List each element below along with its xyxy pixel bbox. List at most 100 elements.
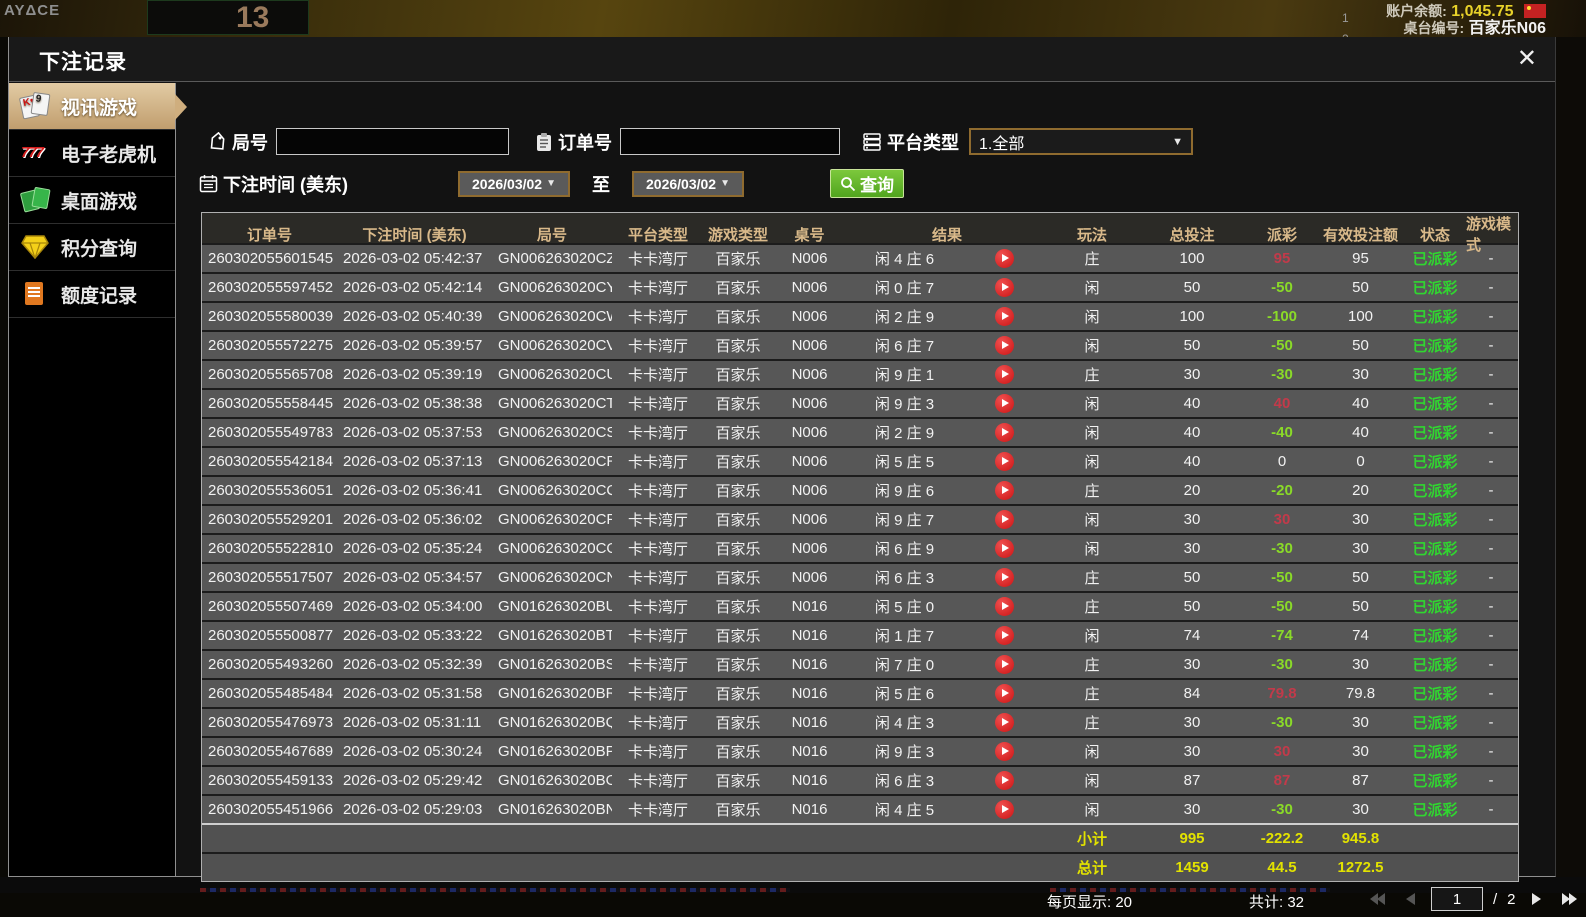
table-body: 260302055601545 2026-03-02 05:42:37 GN00… <box>202 243 1518 823</box>
play-video-icon[interactable] <box>995 655 1014 674</box>
play-video-icon[interactable] <box>995 713 1014 732</box>
play-video-icon[interactable] <box>995 539 1014 558</box>
play-video-icon[interactable] <box>995 742 1014 761</box>
sidebar-item-slots[interactable]: 777 电子老虎机 <box>9 130 175 177</box>
cell-status: 已派彩 <box>1412 309 1458 326</box>
cell-bet-type: 庄 <box>1084 715 1100 732</box>
sidebar-item-table-games[interactable]: 桌面游戏 <box>9 177 175 224</box>
cell-game-mode: - <box>1488 366 1494 383</box>
date-to-picker[interactable]: 2026/03/02 ▼ <box>632 170 744 197</box>
next-page-icon[interactable] <box>1526 888 1548 910</box>
play-video-icon[interactable] <box>995 626 1014 645</box>
play-video-icon[interactable] <box>995 800 1014 819</box>
cell-order-number: 260302055536051 <box>208 482 334 499</box>
cell-total-bet: 30 <box>1183 540 1201 557</box>
play-video-icon[interactable] <box>995 568 1014 587</box>
date-from-picker[interactable]: 2026/03/02 ▼ <box>458 170 570 197</box>
cell-status: 已派彩 <box>1412 570 1458 587</box>
total-total-bet: 1459 <box>1175 859 1209 876</box>
total-row: 总计 1459 44.5 1272.5 <box>202 852 1518 881</box>
cell-table-number: N016 <box>791 801 828 818</box>
order-number-input[interactable] <box>620 128 840 155</box>
cell-valid-bet: 50 <box>1352 279 1369 296</box>
play-video-icon[interactable] <box>995 771 1014 790</box>
table-row: 260302055529201 2026-03-02 05:36:02 GN00… <box>202 504 1518 533</box>
table-row: 260302055459133 2026-03-02 05:29:42 GN01… <box>202 765 1518 794</box>
cell-game-mode: - <box>1488 598 1494 615</box>
cell-payout: -30 <box>1271 714 1293 731</box>
cell-game-mode: - <box>1488 540 1494 557</box>
cell-bet-time: 2026-03-02 05:33:22 <box>343 627 483 644</box>
table-number-value: 百家乐N06 <box>1468 20 1546 37</box>
cell-order-number: 260302055522810 <box>208 540 334 557</box>
cell-payout: 79.8 <box>1267 685 1297 702</box>
current-page-input[interactable]: 1 <box>1431 887 1483 911</box>
play-video-icon[interactable] <box>995 365 1014 384</box>
cell-result: 闲 9 庄 3 <box>874 744 935 761</box>
cell-round-number: GN006263020CP <box>498 511 612 528</box>
sidebar-item-credit-records[interactable]: 额度记录 <box>9 271 175 318</box>
sidebar-item-label: 额度记录 <box>61 285 138 307</box>
previous-page-icon[interactable] <box>1399 888 1421 910</box>
play-video-icon[interactable] <box>995 394 1014 413</box>
cell-bet-type: 闲 <box>1084 773 1100 790</box>
sidebar-item-video-games[interactable]: K♥ 9 视讯游戏 <box>9 83 187 130</box>
query-button[interactable]: 查询 <box>830 169 904 198</box>
cell-bet-time: 2026-03-02 05:42:37 <box>343 250 483 267</box>
subtotal-payout: -222.2 <box>1260 830 1304 847</box>
cell-order-number: 260302055597452 <box>208 279 334 296</box>
cell-result: 闲 7 庄 0 <box>874 657 935 674</box>
play-video-icon[interactable] <box>995 336 1014 355</box>
cell-status: 已派彩 <box>1412 773 1458 790</box>
cell-replay <box>962 738 1047 765</box>
play-video-icon[interactable] <box>995 307 1014 326</box>
cell-status: 已派彩 <box>1412 599 1458 616</box>
cell-valid-bet: 30 <box>1352 714 1369 731</box>
platform-type-value: 1.全部 <box>979 135 1025 153</box>
cell-result: 闲 2 庄 9 <box>874 309 935 326</box>
last-page-icon[interactable] <box>1558 888 1580 910</box>
cell-bet-type: 闲 <box>1084 309 1100 326</box>
close-icon[interactable]: ✕ <box>1516 45 1537 72</box>
platform-type-select[interactable]: 1.全部 ▼ <box>969 128 1193 155</box>
col-header-total-bet: 总投注 <box>1169 226 1215 244</box>
col-header-game-mode: 游戏模式 <box>1466 216 1512 254</box>
filter-row-2: 下注时间 (美东) 2026/03/02 ▼ 至 2026/03/02 ▼ 查询 <box>199 169 904 198</box>
play-video-icon[interactable] <box>995 684 1014 703</box>
play-video-icon[interactable] <box>995 278 1014 297</box>
cell-bet-type: 闲 <box>1084 338 1100 355</box>
cell-bet-type: 庄 <box>1084 483 1100 500</box>
cell-result: 闲 9 庄 3 <box>874 396 935 413</box>
cell-valid-bet: 20 <box>1352 482 1369 499</box>
total-pages: 2 <box>1507 890 1516 908</box>
cell-total-bet: 100 <box>1179 250 1205 267</box>
play-video-icon[interactable] <box>995 597 1014 616</box>
cell-valid-bet: 30 <box>1352 801 1369 818</box>
cell-bet-time: 2026-03-02 05:29:42 <box>343 772 483 789</box>
play-video-icon[interactable] <box>995 481 1014 500</box>
col-header-game-type: 游戏类型 <box>707 226 768 244</box>
cell-round-number: GN006263020CR <box>498 453 612 470</box>
pagination-nav: 1 / 2 <box>1367 887 1580 911</box>
play-video-icon[interactable] <box>995 452 1014 471</box>
play-video-icon[interactable] <box>995 249 1014 268</box>
cell-valid-bet: 40 <box>1352 424 1369 441</box>
round-number-input[interactable] <box>276 128 509 155</box>
total-payout: 44.5 <box>1267 859 1297 876</box>
cell-bet-time: 2026-03-02 05:39:19 <box>343 366 483 383</box>
cell-bet-type: 庄 <box>1084 251 1100 268</box>
play-video-icon[interactable] <box>995 423 1014 442</box>
cell-result: 闲 9 庄 1 <box>874 367 935 384</box>
cell-replay <box>962 361 1047 388</box>
cell-result: 闲 6 庄 3 <box>874 773 935 790</box>
dialog-titlebar: 下注记录 ✕ <box>9 37 1555 82</box>
cell-game-type: 百家乐 <box>715 715 761 732</box>
sidebar-item-points-query[interactable]: 积分查询 <box>9 224 175 271</box>
first-page-icon[interactable] <box>1367 888 1389 910</box>
cell-valid-bet: 50 <box>1352 337 1369 354</box>
cell-game-type: 百家乐 <box>715 773 761 790</box>
cell-round-number: GN016263020BN <box>498 801 612 818</box>
table-row: 260302055476973 2026-03-02 05:31:11 GN01… <box>202 707 1518 736</box>
cell-bet-time: 2026-03-02 05:34:57 <box>343 569 483 586</box>
play-video-icon[interactable] <box>995 510 1014 529</box>
